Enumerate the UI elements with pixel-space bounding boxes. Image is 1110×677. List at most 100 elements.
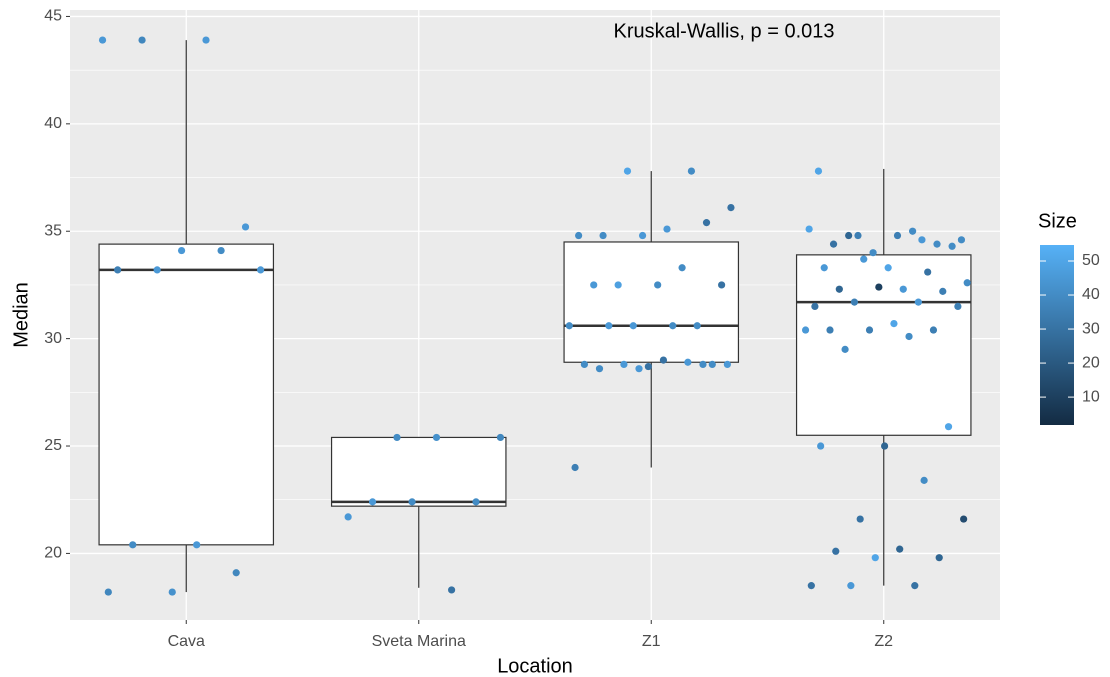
box (98, 243, 275, 546)
point (687, 167, 696, 175)
point (820, 264, 828, 272)
y-tick-label: 45 (44, 8, 62, 25)
point (193, 541, 201, 549)
point (908, 227, 917, 235)
point (914, 298, 922, 306)
colorbar (1040, 245, 1074, 425)
point (718, 281, 726, 289)
point (638, 231, 647, 240)
colorbar-label: 50 (1082, 252, 1100, 269)
point (960, 515, 968, 523)
point (805, 225, 813, 233)
point (854, 231, 862, 240)
point (801, 326, 810, 334)
y-tick-label: 20 (44, 545, 62, 562)
point (702, 219, 711, 227)
point (202, 36, 210, 44)
point (344, 513, 352, 521)
point (614, 281, 622, 289)
point (918, 236, 926, 244)
point (817, 442, 825, 450)
y-tick-label: 40 (44, 115, 62, 132)
x-axis-title: Location (497, 655, 573, 677)
point (845, 231, 853, 240)
legend: 10 20 30 40 50 (1040, 252, 1100, 405)
point (875, 283, 883, 291)
x-tick-label: Cava (168, 633, 205, 650)
point (590, 281, 598, 289)
point (814, 167, 823, 175)
point (850, 298, 859, 306)
point (114, 266, 122, 274)
point (939, 287, 947, 295)
point (884, 264, 892, 272)
point (104, 588, 112, 596)
point (727, 204, 735, 212)
point (723, 360, 731, 369)
x-tick-label: Sveta Marina (372, 633, 466, 650)
point (929, 326, 938, 334)
y-tick-label: 35 (44, 222, 62, 239)
point (832, 547, 840, 555)
point (241, 223, 250, 231)
point (957, 236, 966, 244)
annotation: Kruskal-Wallis, p = 0.013 (613, 20, 834, 42)
point (217, 246, 225, 255)
point (924, 268, 932, 276)
point (869, 249, 877, 257)
point (595, 365, 604, 373)
point (368, 498, 377, 506)
point (599, 231, 607, 240)
point (129, 541, 137, 549)
point (847, 582, 855, 590)
point (98, 36, 107, 44)
point (496, 433, 505, 442)
point (663, 225, 671, 233)
point (629, 322, 637, 330)
point (678, 264, 686, 272)
x-tick-label: Z2 (874, 633, 893, 650)
point (693, 322, 701, 330)
point (575, 231, 583, 240)
point (963, 279, 971, 287)
point (860, 255, 868, 263)
point (153, 266, 161, 274)
point (933, 240, 941, 248)
box (563, 241, 740, 363)
point (669, 322, 677, 330)
point (168, 588, 176, 596)
colorbar-label: 40 (1082, 286, 1100, 303)
point (432, 433, 441, 442)
colorbar-label: 10 (1082, 388, 1100, 405)
point (393, 433, 401, 442)
point (841, 345, 849, 353)
marks (98, 36, 972, 596)
x-tick-label: Z1 (642, 633, 661, 650)
legend-title: Size (1038, 210, 1077, 232)
point (871, 554, 879, 562)
point (954, 302, 962, 311)
box (795, 254, 972, 436)
point (635, 365, 643, 373)
point (865, 326, 874, 334)
point (472, 498, 480, 506)
point (893, 231, 902, 240)
point (232, 569, 240, 577)
point (896, 545, 904, 553)
point (811, 302, 819, 311)
point (138, 36, 146, 44)
point (881, 442, 889, 450)
y-tick-label: 25 (44, 437, 62, 454)
point (684, 358, 692, 366)
point (659, 356, 668, 364)
point (807, 582, 815, 590)
point (177, 246, 186, 255)
colorbar-label: 30 (1082, 320, 1100, 337)
point (948, 242, 956, 250)
point (257, 266, 265, 274)
box (330, 436, 507, 507)
point (571, 463, 579, 472)
y-tick-label: 30 (44, 330, 62, 347)
point (829, 240, 838, 248)
